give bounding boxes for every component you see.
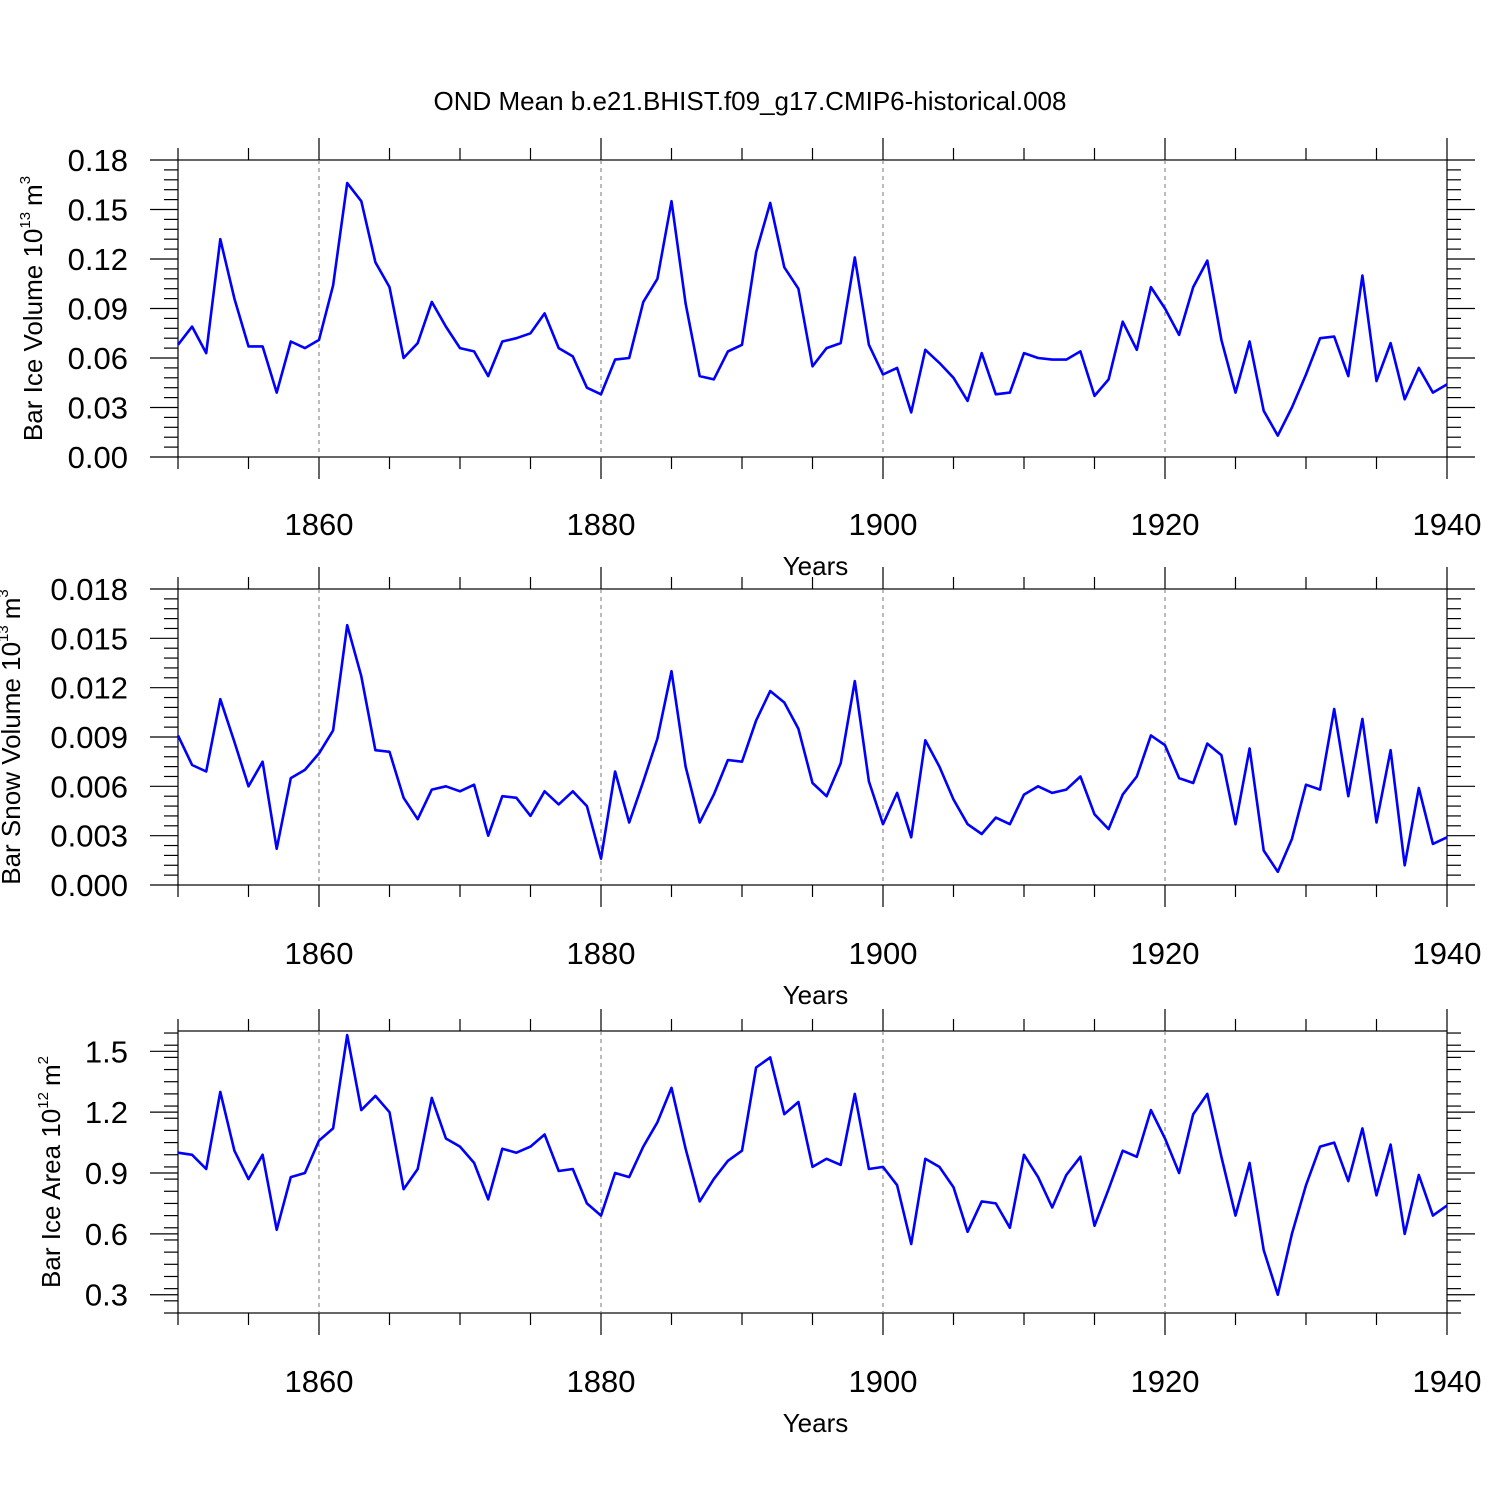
y-axis-label: Bar Snow Volume 1013 m3	[0, 589, 26, 885]
x-tick-label: 1940	[1413, 936, 1482, 971]
x-tick-label: 1940	[1413, 1364, 1482, 1399]
panel-3: 1860 1880 1900 1920 1940 Years 0.3 0.6 0.9 1.2 1.5…	[35, 1009, 1481, 1438]
series-line	[177, 1033, 1448, 1296]
x-tick-label: 1900	[849, 507, 918, 542]
x-tick-label: 1860	[285, 936, 354, 971]
y-label-unit-exponent: 3	[17, 176, 34, 184]
x-tick-label: 1860	[285, 507, 354, 542]
x-tick-label: 1880	[567, 1364, 636, 1399]
y-tick-label: 0.12	[68, 242, 128, 277]
y-label-unit-exponent: 3	[0, 589, 12, 597]
x-tick-label: 1880	[567, 936, 636, 971]
plot-frame	[177, 159, 1448, 458]
y-axis-label: Bar Ice Volume 1013 m3	[17, 176, 48, 441]
x-tick-label: 1900	[849, 1364, 918, 1399]
x-tick-label: 1860	[285, 1364, 354, 1399]
panel-2: 1860 1880 1900 1920 1940 Years 0.000 0.003 0.006…	[0, 567, 1481, 1010]
x-tick-label: 1900	[849, 936, 918, 971]
y-label-main: Bar Snow Volume 10	[0, 642, 26, 885]
y-tick-label: 0.09	[68, 292, 128, 327]
y-label-unit: m	[0, 598, 26, 620]
x-tick-label: 1920	[1131, 1364, 1200, 1399]
y-tick-label: 0.9	[85, 1156, 128, 1191]
x-tick-label: 1920	[1131, 936, 1200, 971]
x-axis-label: Years	[783, 551, 849, 581]
panel-1: 1860 1880 1900 1920 1940 Years 0.00 0.03 0.06 0.0…	[17, 138, 1481, 581]
y-tick-label: 0.015	[50, 621, 128, 656]
x-axis-label: Years	[783, 980, 849, 1010]
y-label-unit-exponent: 2	[35, 1056, 52, 1064]
y-tick-label: 1.5	[85, 1034, 128, 1069]
y-tick-label: 1.2	[85, 1095, 128, 1130]
y-tick-label: 0.3	[85, 1278, 128, 1313]
y-tick-label: 0.000	[50, 868, 128, 903]
y-tick-label: 0.6	[85, 1217, 128, 1252]
y-tick-label: 0.03	[68, 391, 128, 426]
y-label-main: Bar Ice Area 10	[36, 1109, 66, 1288]
y-tick-label: 0.15	[68, 193, 128, 228]
x-axis-label: Years	[783, 1408, 849, 1438]
x-tick-label: 1880	[567, 507, 636, 542]
series-line	[176, 623, 1448, 874]
y-tick-label: 0.18	[68, 143, 128, 178]
y-tick-label: 0.003	[50, 819, 128, 854]
y-tick-label: 0.06	[68, 341, 128, 376]
y-label-exponent: 13	[0, 625, 12, 642]
y-axis-label: Bar Ice Area 1012 m2	[35, 1056, 66, 1288]
chart-title: OND Mean b.e21.BHIST.f09_g17.CMIP6-histo…	[434, 86, 1067, 116]
x-tick-label: 1940	[1413, 507, 1482, 542]
y-tick-label: 0.012	[50, 671, 128, 706]
series-line	[176, 181, 1448, 437]
y-tick-label: 0.009	[50, 720, 128, 755]
y-tick-label: 0.00	[68, 440, 128, 475]
y-label-main: Bar Ice Volume 10	[18, 229, 48, 441]
y-label-unit: m	[36, 1064, 66, 1086]
plot-frame	[177, 1030, 1448, 1314]
y-tick-label: 0.006	[50, 769, 128, 804]
y-label-unit: m	[18, 184, 48, 206]
x-tick-label: 1920	[1131, 507, 1200, 542]
plot-frame	[177, 588, 1448, 886]
y-label-exponent: 13	[17, 212, 34, 229]
y-tick-label: 0.018	[50, 572, 128, 607]
y-label-exponent: 12	[35, 1092, 52, 1109]
